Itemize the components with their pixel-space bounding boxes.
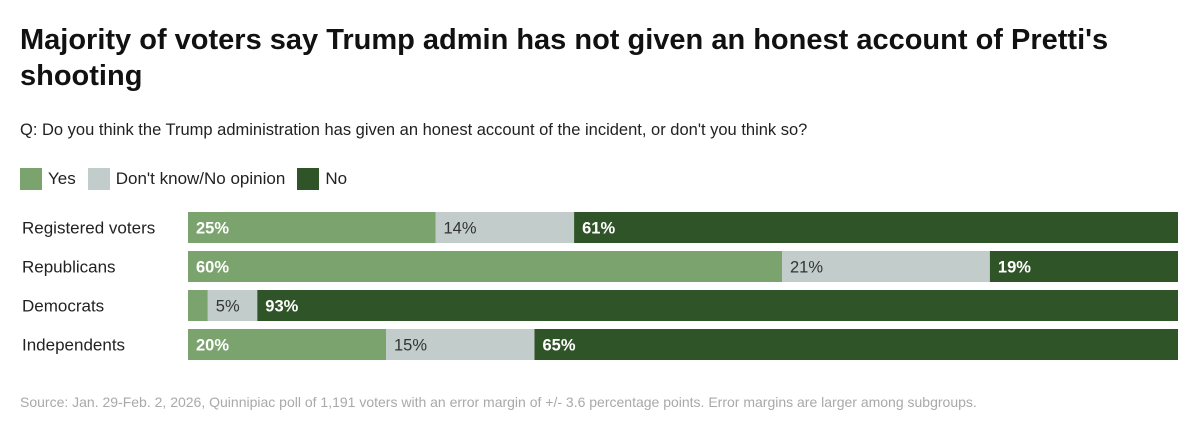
bar-segment: [782, 251, 990, 282]
bar-segment: [207, 290, 258, 321]
data-label: 60%: [196, 259, 229, 277]
bar-segment: [989, 251, 1178, 282]
category-label: Registered voters: [22, 219, 155, 238]
legend-item-yes: Yes: [20, 168, 76, 190]
bar-segment: [574, 212, 1178, 243]
bar-segment: [188, 329, 386, 360]
data-label: 20%: [196, 337, 229, 355]
data-label: 21%: [790, 259, 823, 277]
category-label: Republicans: [22, 258, 116, 277]
data-label: 65%: [543, 337, 576, 355]
legend-label: Yes: [48, 169, 76, 188]
data-label: 61%: [582, 220, 615, 238]
bar-segment: [386, 329, 535, 360]
chart-title: Majority of voters say Trump admin has n…: [20, 24, 1109, 92]
data-label: 14%: [444, 220, 477, 238]
source-note: Source: Jan. 29-Feb. 2, 2026, Quinnipiac…: [20, 394, 977, 410]
legend-label: Don't know/No opinion: [115, 169, 286, 188]
category-label: Independents: [22, 336, 125, 355]
bar-segment: [188, 290, 208, 321]
bar-segment: [257, 290, 1178, 321]
data-label: 5%: [216, 298, 240, 316]
legend: Yes Don't know/No opinion No: [20, 168, 359, 190]
legend-swatch-dont-know: [87, 168, 110, 190]
bar-segment: [435, 212, 575, 243]
legend-swatch-no: [297, 168, 320, 190]
stacked-bar-chart: Registered voters 25% 14% 61% Republicans 60%…: [22, 212, 1178, 360]
category-label: Democrats: [22, 297, 104, 316]
bar-segment: [534, 329, 1178, 360]
data-label: 25%: [196, 220, 229, 238]
bar-segment: [188, 212, 436, 243]
legend-label: No: [325, 169, 348, 188]
legend-item-no: No: [297, 168, 347, 190]
data-label: 93%: [265, 298, 298, 316]
legend-swatch-yes: [20, 168, 42, 190]
legend-item-dont-know: Don't know/No opinion: [87, 168, 286, 190]
data-label: 19%: [998, 259, 1031, 277]
data-label: 15%: [394, 337, 427, 355]
chart-subtitle: Q: Do you think the Trump administration…: [20, 121, 808, 139]
bar-segment: [188, 251, 782, 282]
